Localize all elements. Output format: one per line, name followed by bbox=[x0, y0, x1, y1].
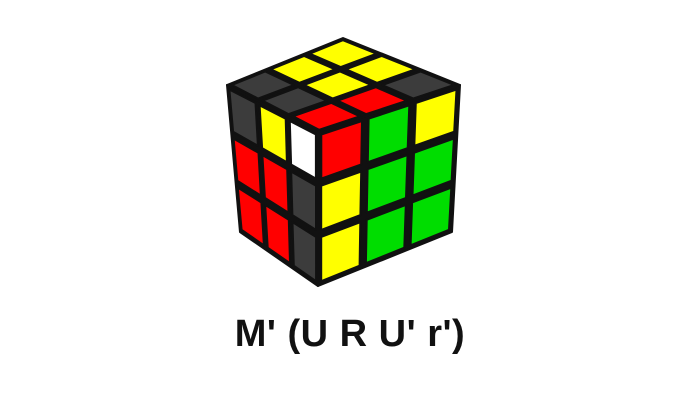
left-face-sticker bbox=[236, 186, 265, 247]
top-face-sticker bbox=[308, 39, 378, 69]
left-face-sticker bbox=[290, 170, 317, 231]
left-face-sticker bbox=[228, 88, 259, 147]
right-face-sticker bbox=[411, 137, 455, 197]
left-face-sticker bbox=[264, 203, 291, 265]
top-face-sticker bbox=[345, 54, 417, 84]
right-face-sticker bbox=[320, 170, 363, 231]
top-face-sticker bbox=[269, 54, 337, 84]
top-face-sticker bbox=[292, 101, 361, 131]
right-face-sticker bbox=[364, 203, 407, 265]
cube-right-face bbox=[317, 84, 461, 287]
cube-left-face bbox=[226, 84, 319, 287]
right-face-sticker bbox=[413, 88, 458, 147]
right-face-sticker bbox=[365, 154, 409, 214]
algorithm-caption: M' (U R U' r') bbox=[234, 313, 466, 355]
top-face-sticker bbox=[230, 70, 295, 100]
left-face-sticker bbox=[291, 221, 318, 283]
top-face-sticker bbox=[261, 86, 328, 116]
right-face-sticker bbox=[320, 120, 363, 180]
right-face-sticker bbox=[366, 104, 411, 164]
left-face-sticker bbox=[258, 104, 288, 164]
left-face-sticker bbox=[261, 154, 290, 214]
top-face-sticker bbox=[336, 86, 408, 116]
top-face-sticker bbox=[303, 70, 372, 100]
cube-top-face bbox=[226, 37, 461, 133]
right-face-sticker bbox=[409, 186, 453, 247]
right-face-sticker bbox=[320, 221, 362, 283]
left-face-sticker bbox=[288, 120, 317, 180]
top-face-sticker bbox=[381, 70, 456, 100]
left-face-sticker bbox=[232, 137, 262, 197]
